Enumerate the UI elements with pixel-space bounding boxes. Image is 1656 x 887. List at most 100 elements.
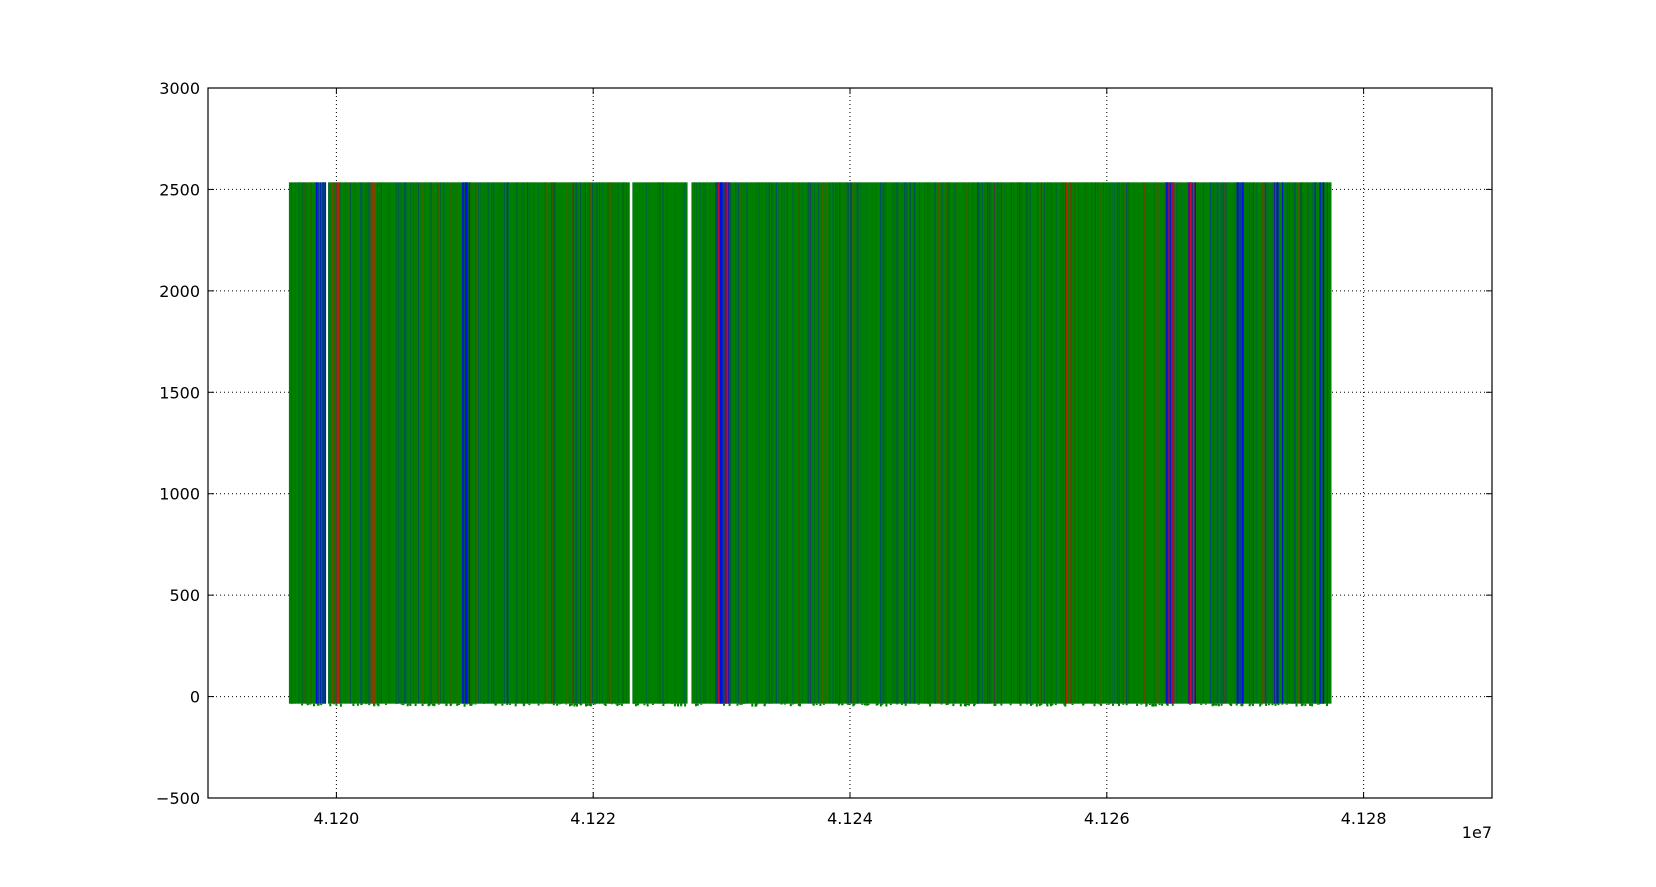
point-streak: [955, 182, 957, 704]
edge-point: [603, 703, 606, 706]
point-streak: [291, 182, 292, 704]
point-streak: [336, 182, 337, 704]
point-streak: [1217, 182, 1219, 704]
point-cluster-streak: [725, 182, 727, 704]
point-cluster-streak: [1173, 182, 1175, 704]
edge-point: [917, 703, 920, 705]
edge-point: [865, 703, 868, 706]
point-cluster-streak: [720, 182, 722, 704]
green-point-streak: [553, 182, 554, 704]
point-cluster-streak: [1242, 182, 1244, 704]
green-point-streak: [1269, 182, 1271, 704]
point-streak: [381, 182, 383, 704]
green-point-streak: [463, 182, 465, 704]
point-streak: [1311, 182, 1313, 704]
point-streak: [301, 182, 303, 704]
point-streak: [349, 182, 351, 704]
point-streak: [430, 182, 432, 704]
green-point-streak: [303, 182, 305, 704]
point-streak: [730, 182, 732, 704]
point-streak: [1305, 182, 1307, 704]
point-streak: [527, 182, 528, 704]
edge-point: [1304, 703, 1307, 706]
green-point-streak: [923, 182, 925, 704]
point-streak: [1272, 182, 1273, 704]
edge-point: [695, 703, 697, 707]
point-streak: [480, 182, 481, 704]
green-point-streak: [415, 182, 417, 704]
edge-point: [466, 703, 469, 705]
edge-point: [368, 703, 371, 706]
edge-point: [679, 703, 682, 706]
green-point-streak: [529, 182, 531, 704]
green-point-streak: [306, 182, 308, 704]
green-point-streak: [905, 182, 907, 704]
point-streak: [477, 182, 479, 704]
green-point-streak: [1233, 182, 1235, 704]
edge-point: [1259, 703, 1262, 707]
green-point-streak: [799, 182, 800, 704]
edge-point: [1318, 703, 1321, 705]
green-point-streak: [606, 182, 608, 704]
edge-point: [1049, 703, 1052, 706]
point-streak: [1085, 182, 1086, 704]
point-streak: [405, 182, 407, 704]
point-streak: [769, 182, 770, 704]
point-streak: [507, 182, 509, 704]
edge-point: [588, 703, 591, 706]
point-streak: [923, 182, 925, 704]
edge-point: [927, 703, 930, 705]
green-point-streak: [483, 182, 485, 704]
edge-point: [789, 703, 792, 707]
edge-point: [861, 703, 864, 705]
green-point-streak: [315, 182, 316, 704]
green-point-streak: [395, 182, 397, 704]
point-cluster-streak: [726, 182, 728, 704]
green-point-streak: [1127, 182, 1129, 704]
point-streak: [810, 182, 812, 704]
green-point-streak: [890, 182, 892, 704]
green-point-streak: [467, 182, 469, 704]
point-streak: [609, 182, 611, 704]
green-point-streak: [1037, 182, 1038, 704]
edge-point: [320, 703, 323, 706]
point-streak: [1209, 182, 1210, 704]
point-cluster-streak: [325, 182, 327, 704]
point-streak: [310, 182, 312, 704]
point-streak: [727, 182, 729, 704]
point-streak: [766, 182, 768, 704]
point-streak: [977, 182, 978, 704]
edge-point: [968, 703, 971, 706]
edge-point: [837, 703, 840, 706]
y-tick-label: 1500: [159, 383, 200, 402]
green-point-streak: [940, 182, 942, 704]
green-point-streak: [1091, 182, 1093, 704]
point-streak: [1051, 182, 1053, 704]
point-streak: [927, 182, 928, 704]
point-cluster-streak: [1314, 182, 1316, 704]
point-streak: [1209, 182, 1211, 704]
point-streak: [716, 182, 718, 704]
green-point-streak: [793, 182, 795, 704]
point-cluster-streak: [725, 182, 727, 704]
edge-point: [791, 703, 794, 705]
point-streak: [1210, 182, 1211, 704]
green-point-streak: [808, 182, 810, 704]
point-streak: [850, 182, 851, 704]
edge-point: [1031, 703, 1034, 705]
point-streak: [311, 182, 312, 704]
point-cluster-streak: [1188, 182, 1190, 704]
edge-point: [1161, 703, 1164, 706]
point-cluster-streak: [373, 182, 375, 704]
green-point-streak: [1091, 182, 1092, 704]
point-streak: [554, 182, 556, 704]
green-point-streak: [354, 182, 356, 704]
edge-point: [1277, 703, 1280, 706]
green-point-streak: [912, 182, 914, 704]
point-streak: [483, 182, 484, 704]
point-cluster-streak: [332, 182, 334, 704]
green-point-streak: [872, 182, 874, 704]
green-point-streak: [588, 182, 590, 704]
point-streak: [880, 182, 881, 704]
green-point-streak: [295, 182, 296, 704]
